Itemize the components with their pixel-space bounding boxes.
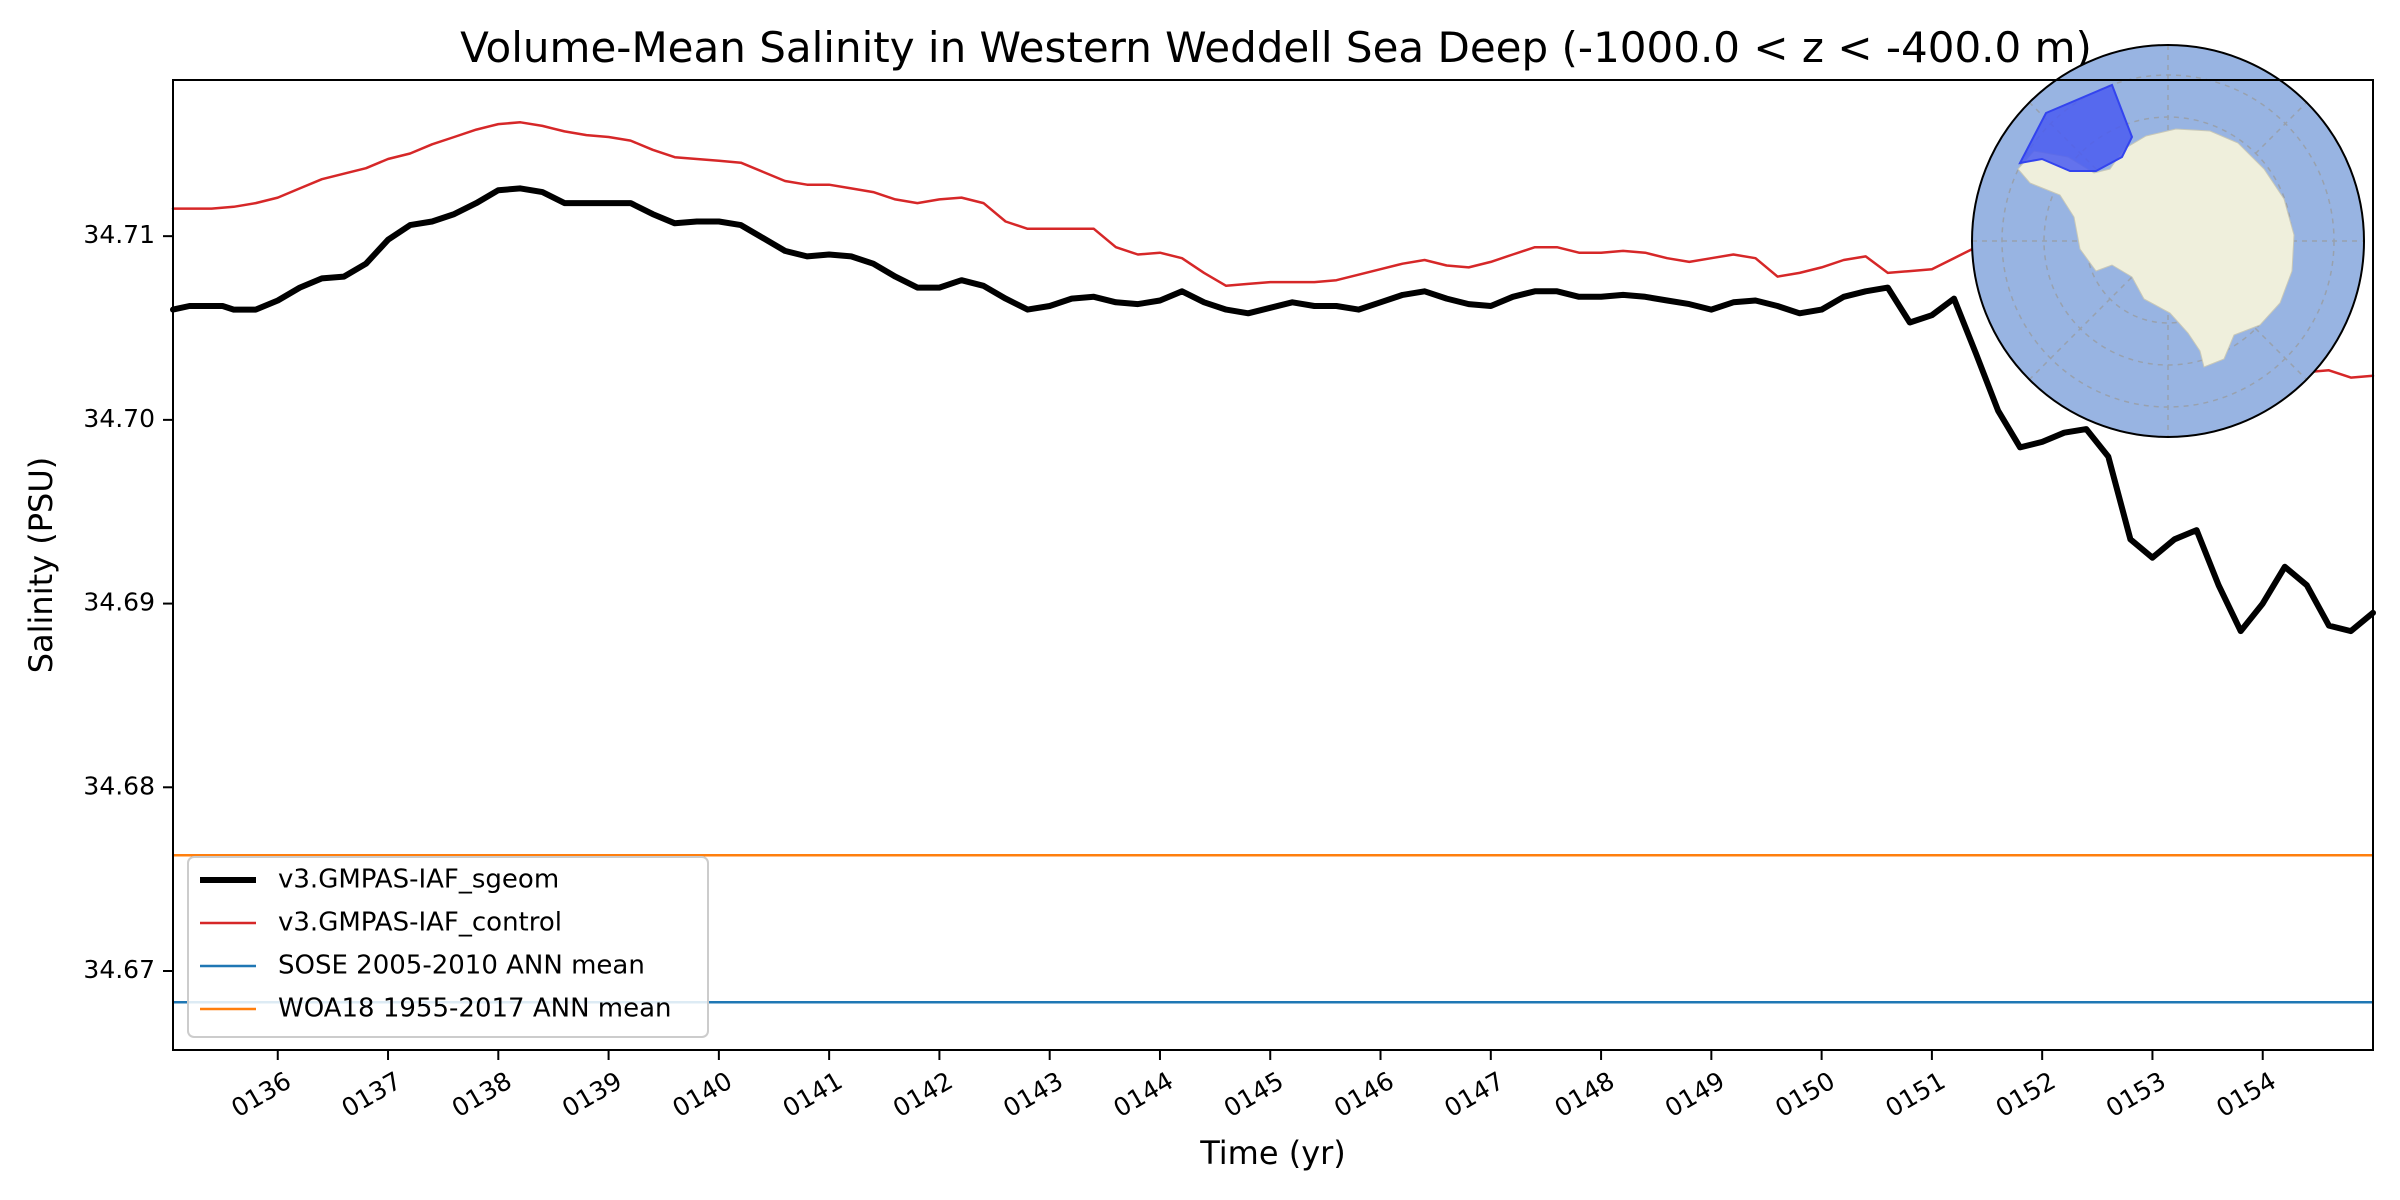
legend: v3.GMPAS-IAF_sgeom v3.GMPAS-IAF_control SO…: [187, 856, 709, 1038]
series-line-0: [170, 185, 2376, 635]
x-axis-label: Time (yr): [1199, 1134, 1346, 1172]
chart-title: Volume-Mean Salinity in Western Weddell …: [460, 23, 2092, 72]
y-tick-label-0: 34.67: [83, 955, 155, 984]
legend-label-3: WOA18 1955-2017 ANN mean: [278, 994, 672, 1024]
plot-frame: [172, 79, 2374, 1051]
y-tick-label-3: 34.70: [83, 404, 155, 433]
y-tick-label-4: 34.71: [83, 220, 155, 249]
legend-label-1: v3.GMPAS-IAF_control: [278, 908, 562, 938]
legend-label-2: SOSE 2005-2010 ANN mean: [278, 951, 645, 981]
inset-map: [1971, 44, 2365, 438]
y-axis-label: Salinity (PSU): [22, 457, 60, 674]
legend-box: [187, 856, 709, 1038]
inset-highlight-region: [2018, 83, 2134, 172]
inset-border: [1971, 44, 2365, 438]
y-tick-label-2: 34.69: [83, 588, 155, 617]
y-axis: 34.67 34.68 34.69 34.70 34.71: [83, 220, 173, 984]
legend-label-0: v3.GMPAS-IAF_sgeom: [278, 865, 559, 895]
y-tick-label-1: 34.68: [83, 771, 155, 800]
